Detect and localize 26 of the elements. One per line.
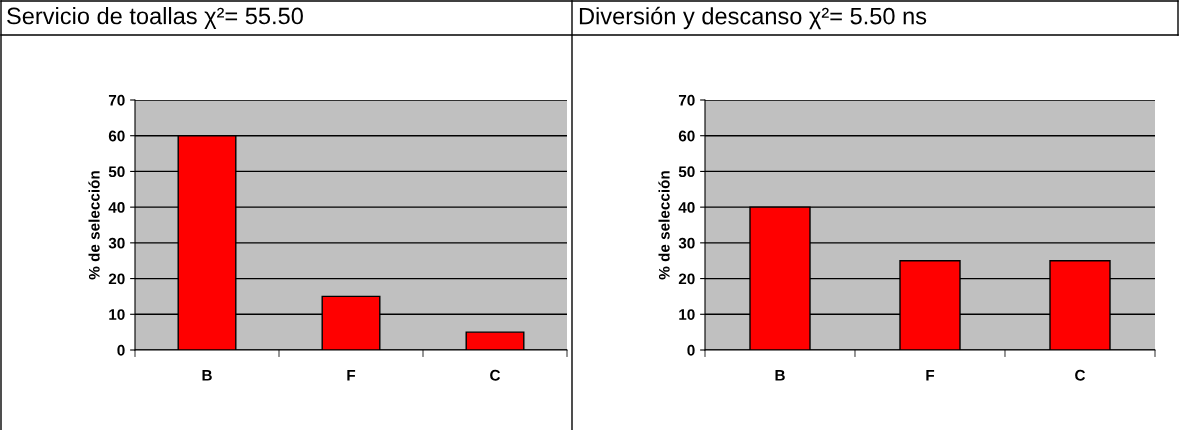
y-tick-label: 40 [108, 202, 125, 213]
y-tick-label: 0 [687, 344, 695, 356]
y-tick-label: 60 [108, 130, 125, 142]
y-tick-label: 70 [678, 94, 695, 106]
y-tick-label: 0 [117, 344, 125, 356]
y-tick-label: 20 [678, 273, 695, 285]
y-tick-label: 10 [109, 309, 125, 320]
y-tick-label: 60 [678, 130, 695, 142]
y-tick-label: 10 [679, 309, 695, 320]
y-tick-label: 20 [108, 273, 125, 285]
y-tick-label: 30 [678, 237, 695, 249]
chart-title: Servicio de toallas χ²= 55.50 [7, 7, 303, 29]
y-tick-label: 50 [678, 166, 695, 178]
x-tick-label: C [490, 369, 501, 381]
y-tick-label: 40 [678, 202, 695, 213]
x-tick-label: C [1075, 369, 1086, 381]
y-tick-label: 30 [108, 237, 125, 249]
y-axis-title: % de selección [658, 171, 670, 280]
chart-title: Diversión y descanso χ²= 5.50 ns [579, 6, 927, 30]
y-tick-label: 70 [108, 94, 125, 106]
x-tick-label: F [926, 370, 935, 381]
x-tick-label: F [347, 370, 356, 381]
y-axis-title: % de selección [88, 171, 100, 280]
x-tick-label: B [775, 370, 785, 381]
y-tick-label: 50 [108, 166, 125, 178]
x-tick-label: B [202, 370, 212, 381]
